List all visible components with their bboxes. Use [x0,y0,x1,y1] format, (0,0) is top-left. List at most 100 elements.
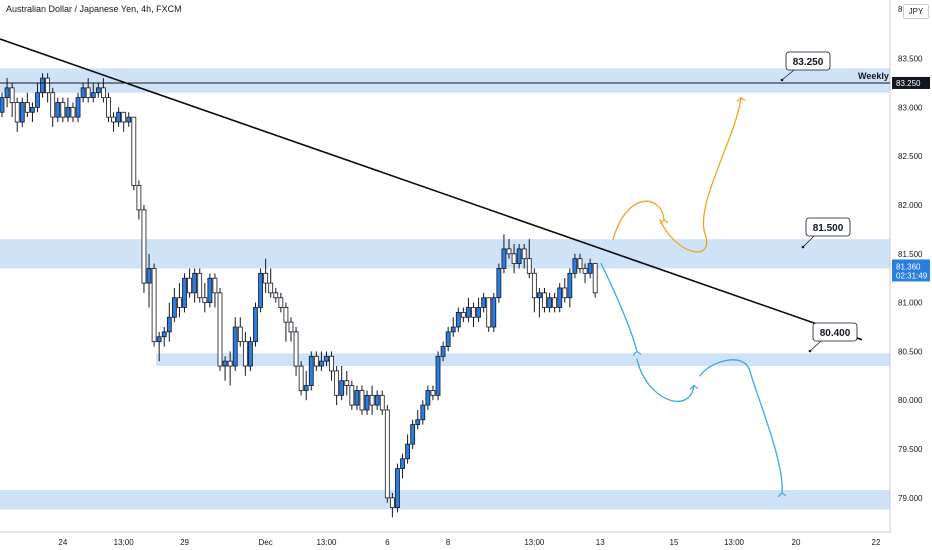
currency-badge[interactable]: JPY [903,4,929,19]
candle-body [577,258,583,269]
candle-body [344,380,350,386]
candle [60,97,66,123]
candle [222,356,228,381]
candle [324,351,329,367]
candle-body [531,272,537,299]
candle [166,302,172,342]
candle [577,253,583,274]
candle [466,297,471,323]
candle-body [557,287,563,308]
candle [298,361,304,396]
candle [288,317,294,342]
bullish-scenario-arrow [612,96,742,253]
candle [344,370,350,396]
candle [217,287,223,371]
candle-body [212,277,218,294]
candle [511,244,517,274]
candle [425,385,431,410]
candle [35,82,40,113]
candle [319,351,324,371]
candle [572,253,578,279]
candle-body [516,248,522,264]
candle-body [237,326,243,343]
candle [9,82,15,118]
candle [151,263,157,347]
candle [40,73,45,98]
x-tick-label: 13:00 [724,538,745,547]
candle [506,239,512,259]
candle-body [319,360,324,367]
x-tick-label: 13:00 [524,538,545,547]
callout-leader [809,340,822,352]
candle [283,302,289,342]
y-tick-label: 82.500 [898,152,923,161]
candle-body [14,102,20,123]
candle-body [537,292,542,299]
candle [19,97,25,127]
candle [420,400,426,425]
candle-body [101,87,106,99]
y-tick-label: 81.500 [898,250,923,259]
candle-body [547,297,552,308]
candle [374,390,380,410]
candle [384,405,390,503]
candle [273,287,279,303]
candle-body [491,297,497,328]
candle-body [222,360,228,367]
candle [121,111,127,132]
candle-body [141,209,147,284]
candle-body [161,331,167,338]
candle [268,268,274,298]
level-callout: 81.500 [801,217,851,249]
candle-body [95,87,101,94]
weekly-price-badge-text: 83.250 [896,79,921,88]
candle-body [9,87,15,103]
candle-body [121,111,127,123]
candle [460,307,466,323]
candle [521,244,527,269]
candle-body [136,185,142,211]
candle-body [197,272,203,299]
x-tick-label: 29 [180,538,189,547]
candle-body [349,385,355,406]
candle-body [40,77,45,94]
arrowhead [736,96,746,103]
candle-body [430,390,436,396]
y-tick-label: 79.500 [898,445,923,454]
candle [248,336,253,371]
candle-body [146,268,152,284]
candle [90,82,96,103]
candle [253,302,258,347]
candle-body [455,311,461,328]
x-tick-label: 13 [596,538,605,547]
candle [557,283,563,313]
candle-body [374,394,380,406]
candle [141,204,147,293]
candle [491,292,497,332]
candle [85,78,91,103]
candle [471,302,476,328]
candle-body [410,424,416,445]
candle-body [30,106,35,113]
candle-body [415,419,421,426]
candle [70,102,76,123]
candle [592,263,598,298]
callout-text: 80.400 [820,328,851,339]
candle [476,297,481,323]
candle-body [420,404,426,421]
candle-body [45,77,51,94]
candle [202,283,208,313]
candle-body [60,102,66,118]
candle-body [567,272,573,299]
candle-body [278,297,284,308]
candle [450,317,456,337]
x-tick-label: 8 [446,538,451,547]
candle [182,273,187,313]
weekly-label: Weekly [858,71,889,81]
countdown-text: 02:31:49 [896,271,928,280]
candle [435,351,441,401]
candle [55,97,61,123]
candle [562,278,568,303]
candle-body [339,380,345,396]
